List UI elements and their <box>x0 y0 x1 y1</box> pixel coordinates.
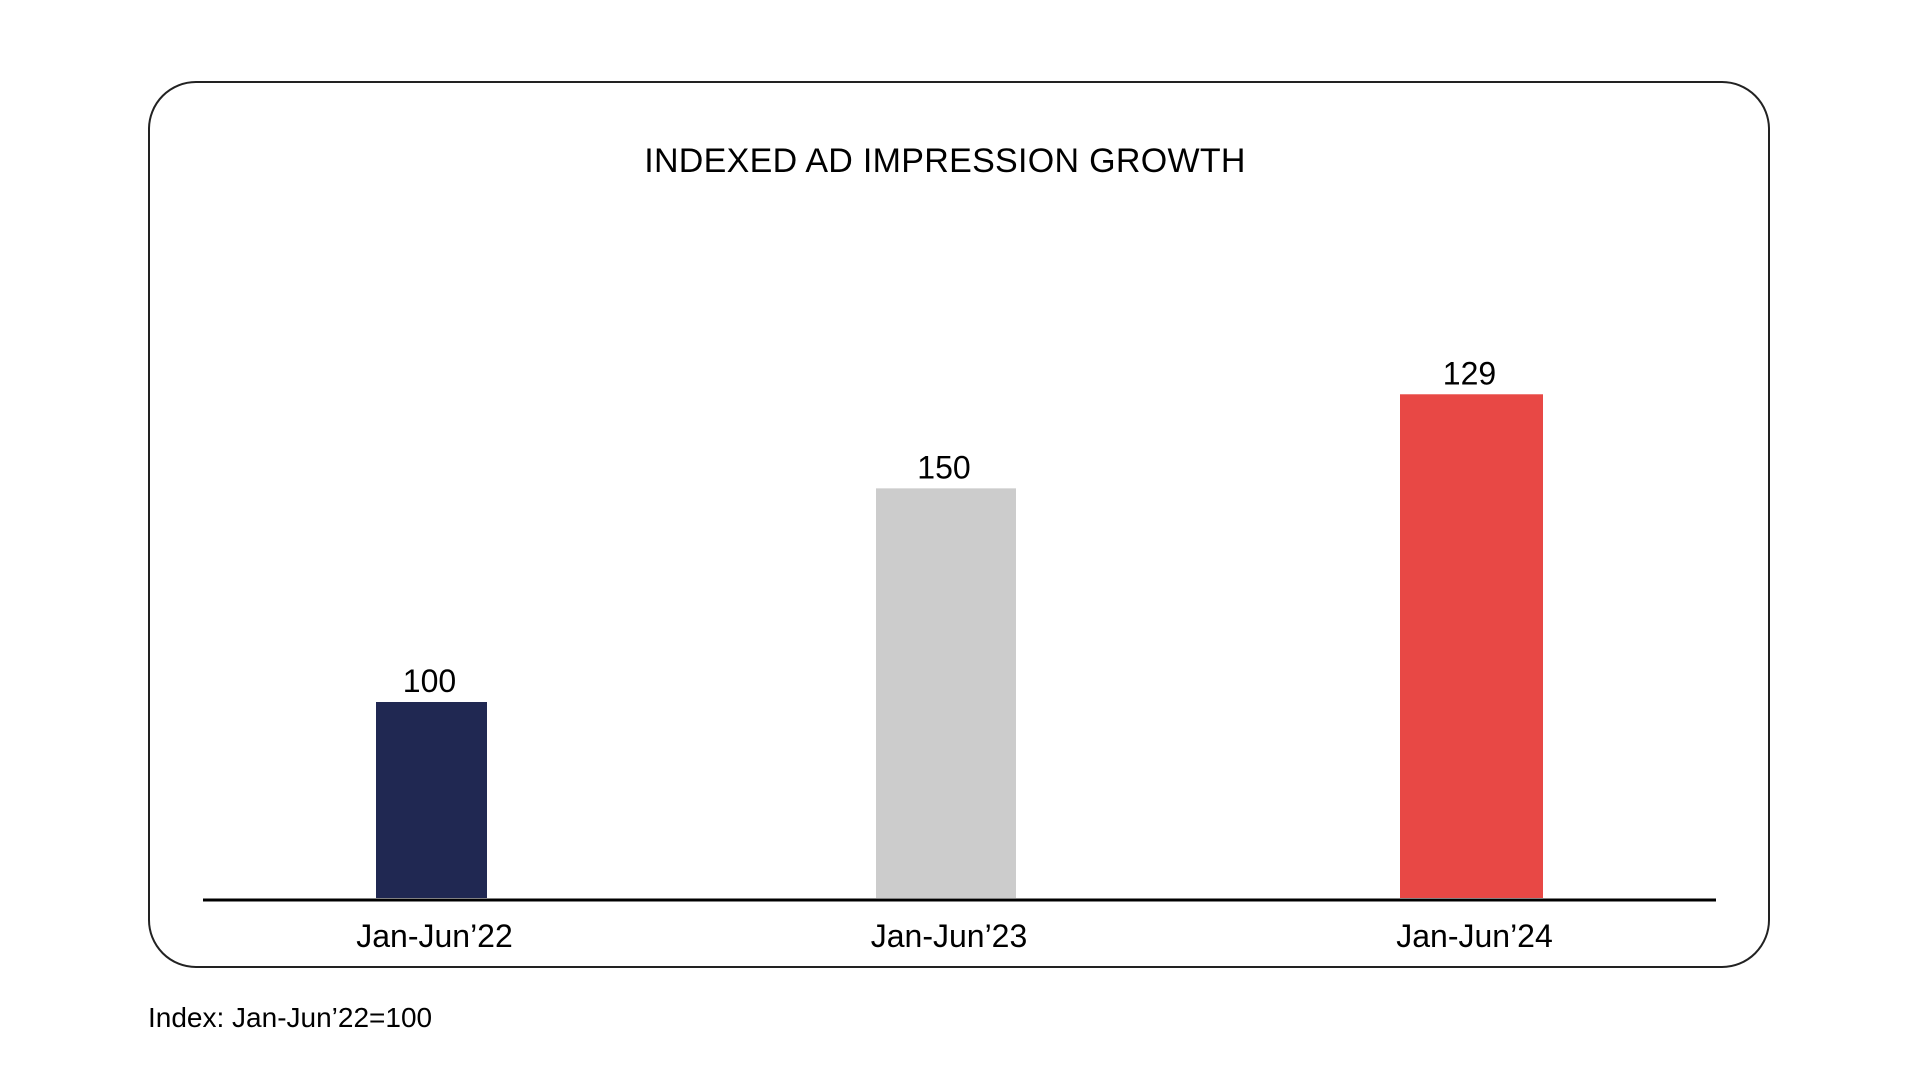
footnote: Index: Jan-Jun’22=100 <box>148 1002 433 1033</box>
data-label: 129 <box>1443 355 1496 391</box>
data-label: 150 <box>917 449 970 485</box>
bar-2 <box>876 488 1016 898</box>
data-label: 100 <box>403 663 456 699</box>
chart-frame <box>148 81 1770 968</box>
bar-3 <box>1400 394 1543 898</box>
x-tick-label: Jan-Jun’24 <box>1396 918 1553 954</box>
x-tick-label: Jan-Jun’22 <box>356 918 513 954</box>
bar-1 <box>376 702 487 898</box>
x-tick-label: Jan-Jun’23 <box>871 918 1028 954</box>
chart-title: INDEXED AD IMPRESSION GROWTH <box>644 142 1246 180</box>
